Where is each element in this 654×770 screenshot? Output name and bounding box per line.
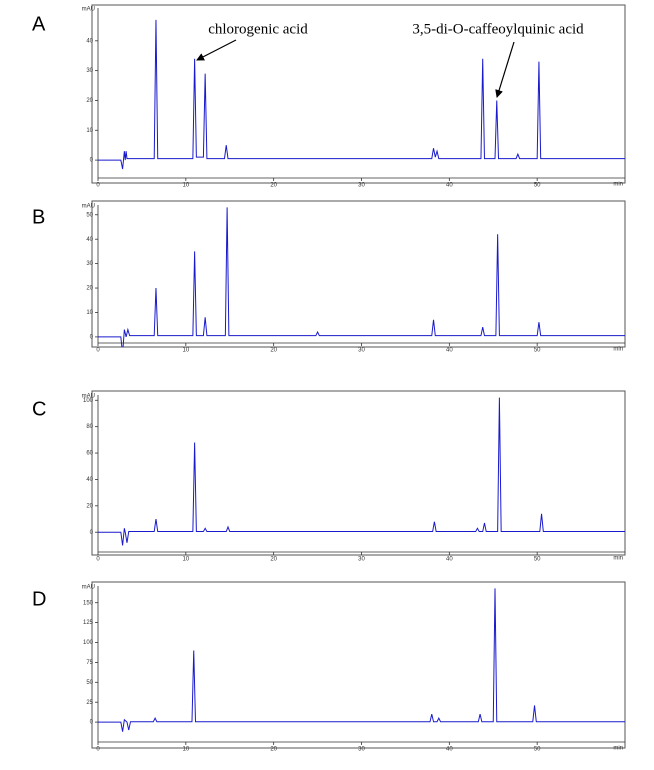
chromatogram-line (98, 207, 625, 347)
x-tick-label: 50 (534, 747, 541, 753)
x-tick-label: 20 (270, 183, 277, 189)
x-tick-label: 40 (446, 557, 453, 563)
y-tick-label: 100 (83, 640, 94, 646)
x-tick-label: 0 (96, 348, 100, 354)
x-tick-label: 50 (534, 557, 541, 563)
y-tick-label: 20 (86, 286, 93, 292)
x-axis-label: min (613, 556, 623, 562)
x-tick-label: 0 (96, 183, 100, 189)
x-tick-label: 0 (96, 557, 100, 563)
annotation: chlorogenic acid (208, 21, 308, 37)
y-tick-label: 80 (86, 424, 93, 430)
y-tick-label: 10 (86, 310, 93, 316)
x-tick-label: 40 (446, 183, 453, 189)
panel-letter: A (32, 13, 46, 35)
x-tick-label: 10 (182, 183, 189, 189)
chromatogram-line (98, 19, 625, 170)
x-tick-label: 10 (182, 557, 189, 563)
x-tick-label: 50 (534, 348, 541, 354)
annotation-arrow (495, 41, 515, 98)
y-tick-label: 100 (83, 398, 94, 404)
y-tick-label: 0 (90, 720, 94, 726)
panel-letter: D (32, 588, 46, 610)
chromatogram-line (98, 588, 625, 732)
y-tick-label: 25 (86, 700, 93, 706)
y-axis-label: mAU (82, 394, 95, 400)
y-tick-label: 60 (86, 451, 93, 457)
y-tick-label: 0 (90, 158, 94, 164)
y-tick-label: 0 (90, 334, 94, 340)
chromatogram-line (98, 397, 625, 546)
y-tick-label: 40 (86, 237, 93, 243)
y-tick-label: 20 (86, 503, 93, 509)
y-tick-label: 125 (83, 620, 94, 626)
x-tick-label: 10 (182, 747, 189, 753)
panel-frame (91, 4, 626, 184)
x-tick-label: 30 (358, 747, 365, 753)
x-tick-label: 20 (270, 557, 277, 563)
y-tick-label: 20 (86, 98, 93, 104)
y-tick-label: 0 (90, 530, 94, 536)
x-tick-label: 40 (446, 747, 453, 753)
x-tick-label: 30 (358, 348, 365, 354)
y-tick-label: 75 (86, 660, 93, 666)
x-tick-label: 30 (358, 557, 365, 563)
x-axis-label: min (613, 182, 623, 188)
x-tick-label: 0 (96, 747, 100, 753)
panel-letter: C (32, 398, 46, 420)
y-axis-label: mAU (82, 7, 95, 13)
x-tick-label: 40 (446, 348, 453, 354)
x-tick-label: 20 (270, 747, 277, 753)
y-axis-label: mAU (82, 585, 95, 591)
x-tick-label: 20 (270, 348, 277, 354)
x-tick-label: 50 (534, 183, 541, 189)
annotation-arrow (196, 39, 237, 61)
x-axis-label: min (613, 347, 623, 353)
y-tick-label: 50 (86, 212, 93, 218)
annotation: 3,5-di-O-caffeoylquinic acid (412, 21, 584, 37)
panel-frame (91, 390, 626, 556)
panel-letter: B (32, 206, 45, 228)
y-axis-label: mAU (82, 204, 95, 210)
x-tick-label: 10 (182, 348, 189, 354)
panel-frame (91, 200, 626, 348)
x-axis-label: min (613, 746, 623, 752)
y-tick-label: 40 (86, 38, 93, 44)
y-tick-label: 30 (86, 261, 93, 267)
y-tick-label: 150 (83, 600, 94, 606)
y-tick-label: 30 (86, 68, 93, 74)
y-tick-label: 10 (86, 128, 93, 134)
y-tick-label: 40 (86, 477, 93, 483)
y-tick-label: 50 (86, 680, 93, 686)
x-tick-label: 30 (358, 183, 365, 189)
panel-frame (91, 581, 626, 749)
